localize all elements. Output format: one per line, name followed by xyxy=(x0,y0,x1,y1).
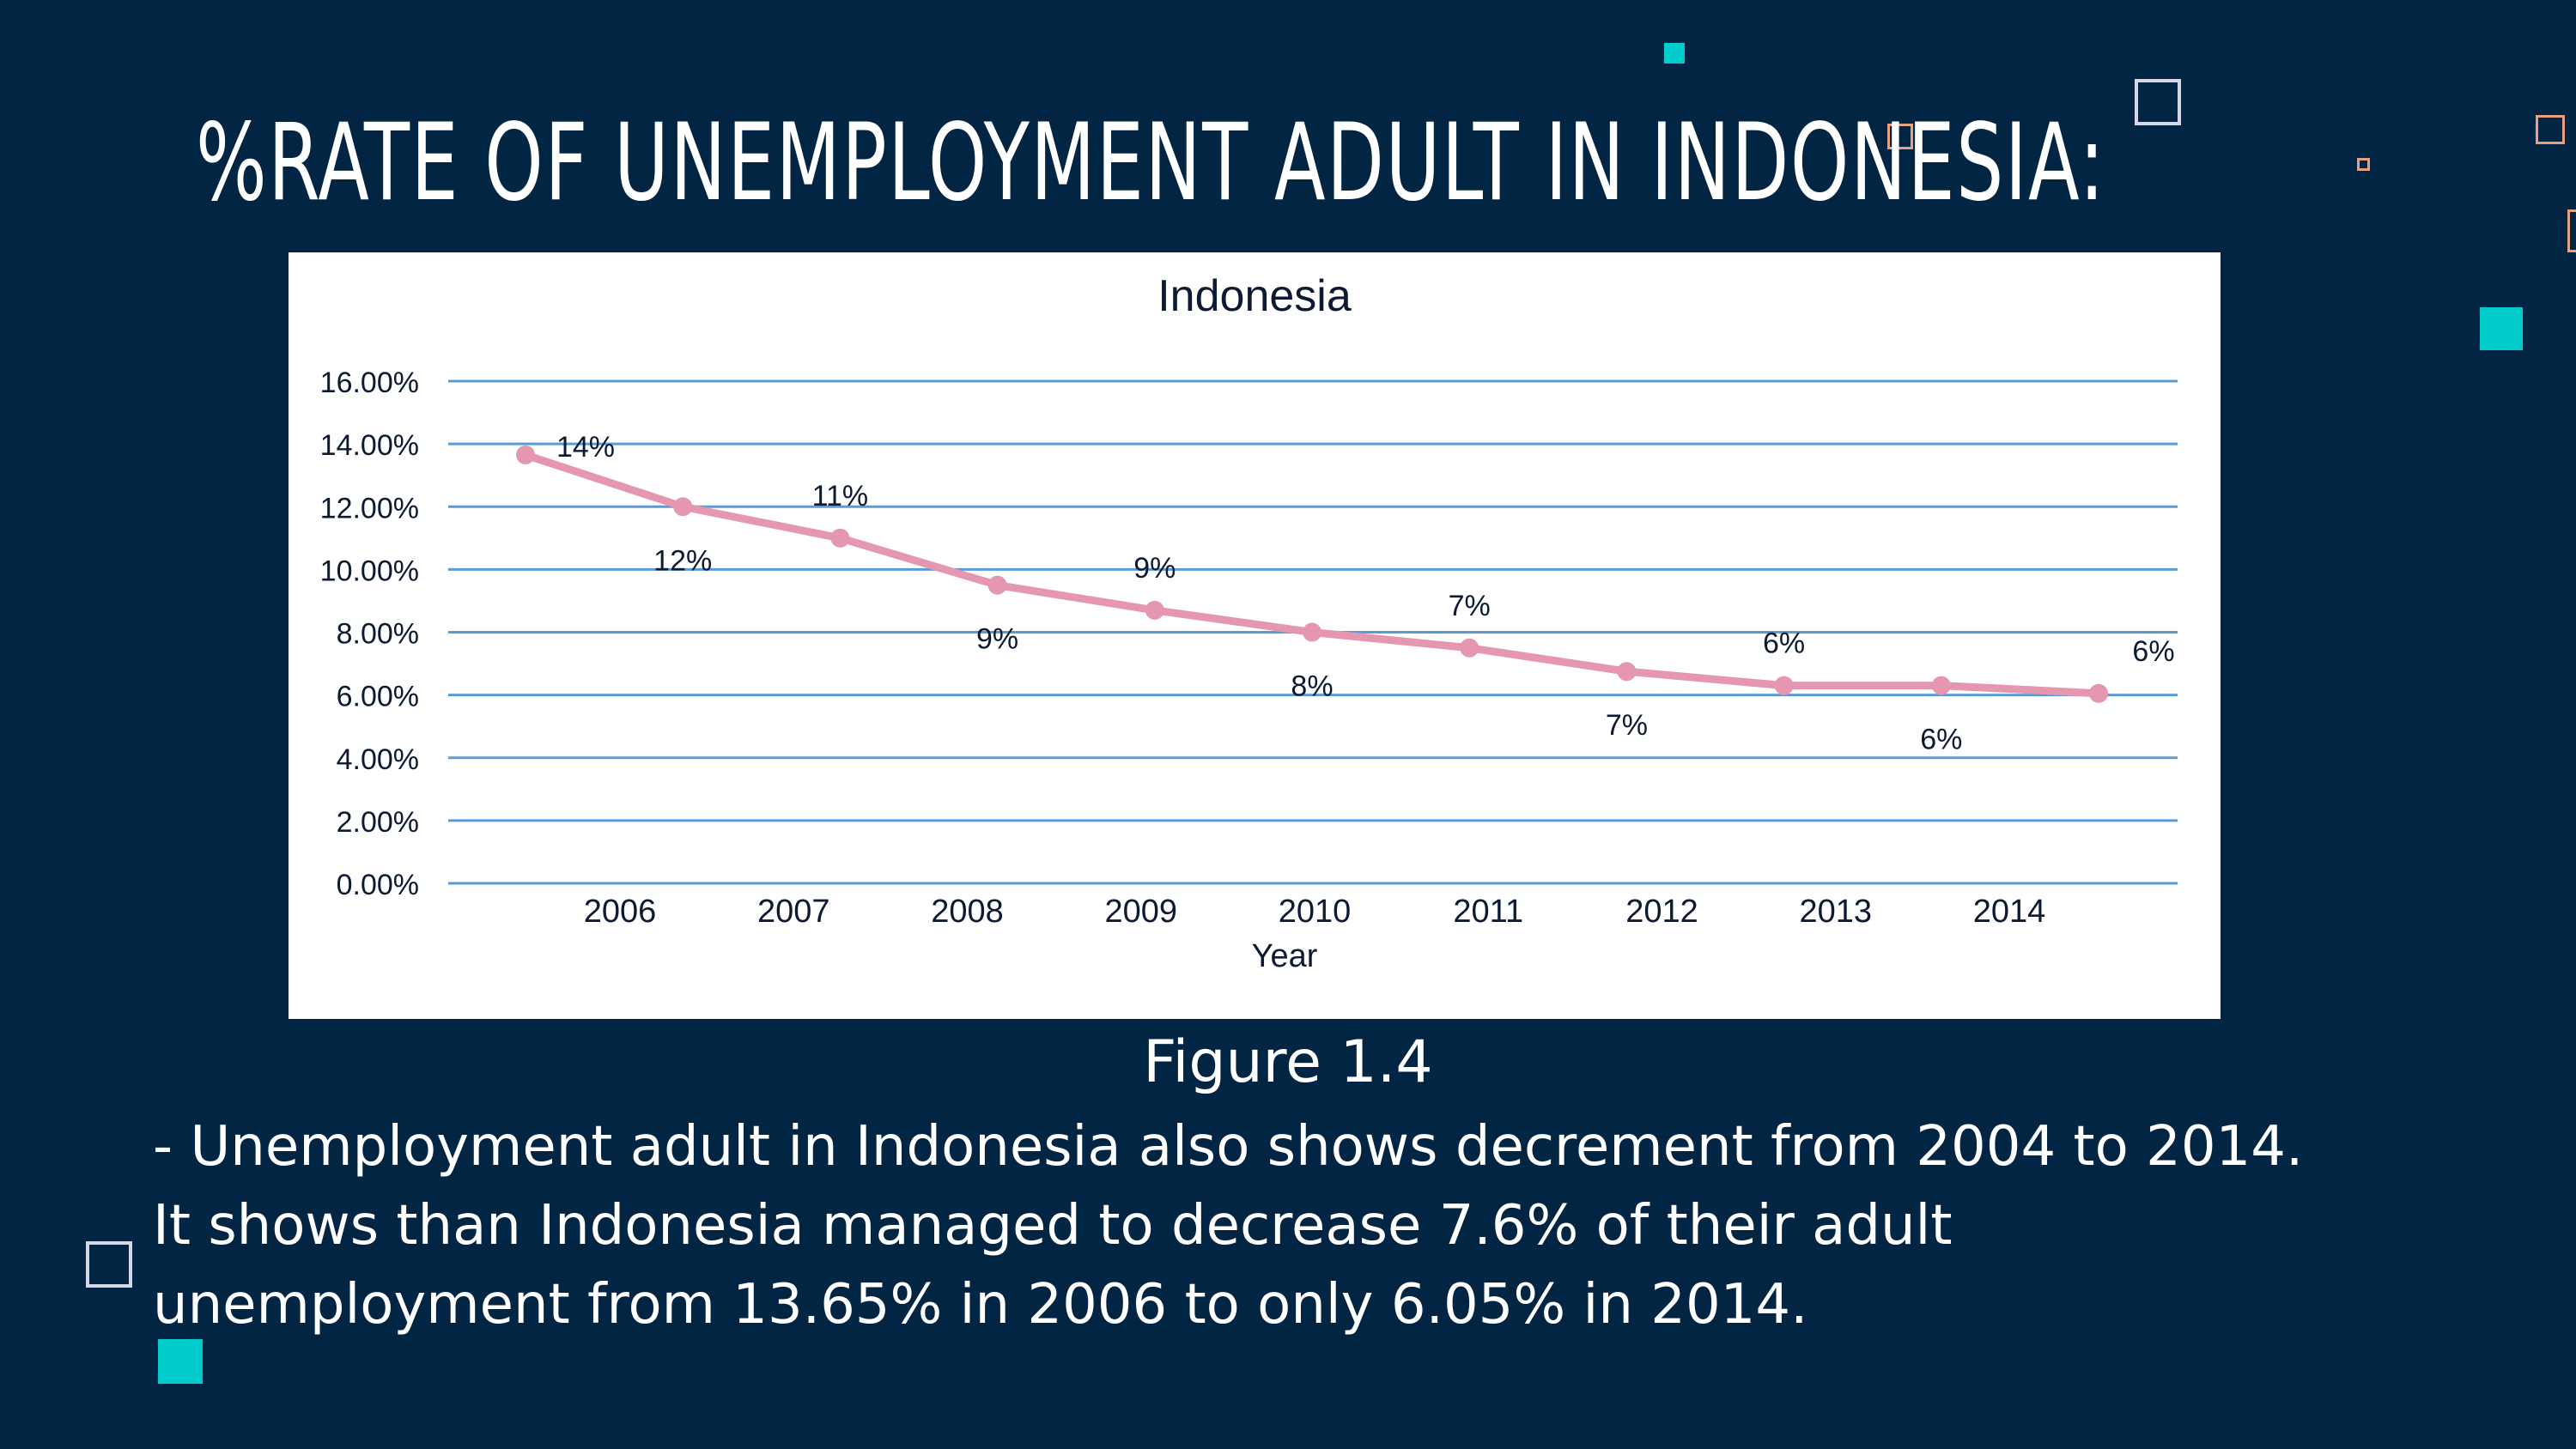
deco-square-teal-left xyxy=(158,1339,203,1384)
y-tick-label: 6.00% xyxy=(337,681,419,713)
data-point xyxy=(1774,676,1794,695)
data-point xyxy=(1931,676,1951,695)
deco-square-outline-top xyxy=(2135,79,2181,125)
x-tick-label: 2006 xyxy=(584,894,657,930)
chart-title: Indonesia xyxy=(1157,271,1352,321)
slide-title: %RATE OF UNEMPLOYMENT ADULT IN INDONESIA… xyxy=(196,101,2106,225)
x-tick-label: 2008 xyxy=(931,894,1004,930)
data-point xyxy=(673,497,693,517)
data-point xyxy=(1460,638,1479,658)
data-label: 8% xyxy=(1291,670,1333,703)
y-tick-label: 14.00% xyxy=(320,429,419,462)
y-tick-label: 4.00% xyxy=(337,743,419,776)
deco-square-teal-right xyxy=(2480,307,2523,350)
y-tick-label: 16.00% xyxy=(320,367,419,399)
data-label: 6% xyxy=(1763,627,1805,660)
deco-square-teal-top xyxy=(1664,43,1685,64)
x-tick-label: 2014 xyxy=(1973,894,2046,930)
description-line: - Unemployment adult in Indonesia also s… xyxy=(153,1115,2304,1179)
data-label: 6% xyxy=(2132,635,2174,668)
x-tick-label: 2007 xyxy=(757,894,830,930)
data-label: 9% xyxy=(976,623,1018,656)
deco-square-orange-edge xyxy=(2567,209,2576,252)
deco-square-outline-right xyxy=(2536,115,2565,144)
x-tick-label: 2013 xyxy=(1799,894,1872,930)
x-tick-label: 2010 xyxy=(1279,894,1352,930)
data-point xyxy=(1145,600,1164,620)
y-tick-label: 2.00% xyxy=(337,806,419,839)
data-point xyxy=(1617,662,1637,682)
description-line: unemployment from 13.65% in 2006 to only… xyxy=(153,1273,1808,1337)
chart-svg: Indonesia 0.00% 2.00% 4.00% 6.00% 8.00% 10.00… xyxy=(320,271,2178,974)
x-tick-label: 2011 xyxy=(1453,894,1523,930)
y-tick-label: 8.00% xyxy=(337,618,419,651)
data-point xyxy=(987,575,1007,595)
data-label: 12% xyxy=(653,544,712,577)
deco-square-orange-title xyxy=(1887,124,1913,149)
data-point xyxy=(1303,622,1321,642)
description-text: - Unemployment adult in Indonesia also s… xyxy=(153,1107,2540,1344)
deco-square-outline-left xyxy=(86,1241,132,1288)
y-tick-label: 10.00% xyxy=(320,555,419,587)
line-chart: Indonesia 0.00% 2.00% 4.00% 6.00% 8.00% 10.00… xyxy=(289,252,2221,1019)
description-line: It shows than Indonesia managed to decre… xyxy=(153,1194,1953,1258)
data-point xyxy=(516,445,535,464)
deco-square-orange-small xyxy=(2357,158,2370,171)
x-tick-label: 2009 xyxy=(1104,894,1177,930)
y-tick-label: 0.00% xyxy=(337,869,419,901)
x-axis-label: Year xyxy=(1252,938,1318,974)
data-label: 7% xyxy=(1449,590,1491,622)
data-label: 9% xyxy=(1133,552,1176,585)
x-tick-label: 2012 xyxy=(1625,894,1698,930)
data-label: 7% xyxy=(1606,709,1648,742)
data-label: 14% xyxy=(556,431,615,464)
data-label: 6% xyxy=(1920,724,1962,756)
y-tick-label: 12.00% xyxy=(320,492,419,524)
figure-caption: Figure 1.4 xyxy=(1143,1028,1433,1096)
data-point xyxy=(830,528,850,548)
data-label: 11% xyxy=(812,480,869,512)
series-line xyxy=(524,451,2099,698)
data-point xyxy=(2089,683,2108,703)
